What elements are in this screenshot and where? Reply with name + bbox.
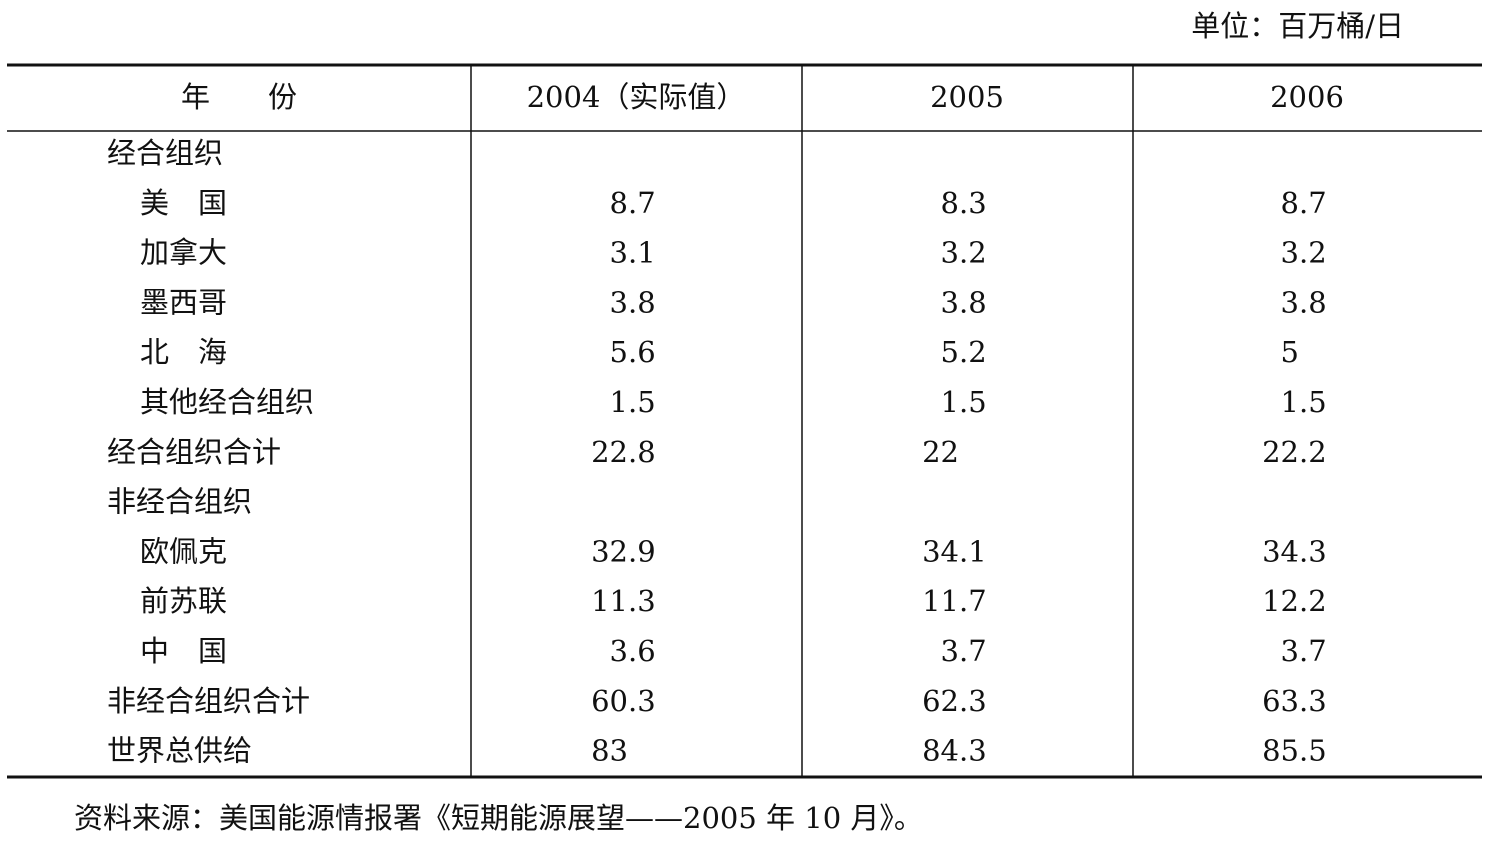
- section-title: 非经合组织: [107, 485, 252, 519]
- row-label: 其他经合组织: [140, 385, 314, 419]
- header-cell: 年 份: [181, 80, 297, 114]
- value-cell: 12.2: [1262, 584, 1327, 618]
- value-cell: 3.2: [1281, 236, 1327, 270]
- row-label: 墨西哥: [140, 285, 227, 319]
- value-cell: 3.1: [610, 236, 656, 270]
- value-cell: 83: [591, 734, 628, 768]
- value-cell: 3.6: [610, 634, 656, 668]
- value-cell: 5.2: [941, 335, 987, 369]
- source-note: 资料来源：美国能源情报署《短期能源展望——2005 年 10 月》。: [74, 801, 923, 835]
- value-cell: 22.8: [591, 435, 656, 469]
- section-title: 经合组织: [107, 136, 223, 170]
- row-label: 北 海: [140, 335, 227, 369]
- value-cell: 84.3: [922, 734, 987, 768]
- value-cell: 3.7: [1281, 634, 1327, 668]
- value-cell: 3.7: [941, 634, 987, 668]
- row-label: 美 国: [140, 186, 227, 220]
- value-cell: 22: [922, 435, 959, 469]
- value-cell: 62.3: [922, 684, 987, 718]
- value-cell: 34.3: [1262, 534, 1327, 568]
- row-label: 欧佩克: [140, 534, 227, 568]
- value-cell: 3.8: [941, 285, 987, 319]
- total-label: 经合组织合计: [107, 435, 281, 469]
- unit-note: 单位：百万桶/日: [1191, 9, 1404, 43]
- value-cell: 34.1: [922, 534, 987, 568]
- row-label: 加拿大: [140, 236, 227, 270]
- value-cell: 32.9: [591, 534, 656, 568]
- value-cell: 3.8: [1281, 285, 1327, 319]
- value-cell: 8.7: [1281, 186, 1327, 220]
- value-cell: 63.3: [1262, 684, 1327, 718]
- value-cell: 11.7: [922, 584, 987, 618]
- value-cell: 60.3: [591, 684, 656, 718]
- value-cell: 3.2: [941, 236, 987, 270]
- value-cell: 1.5: [941, 385, 987, 419]
- value-cell: 8.7: [610, 186, 656, 220]
- header-cell: 2006: [1270, 80, 1344, 114]
- value-cell: 5.6: [610, 335, 656, 369]
- value-cell: 3.8: [610, 285, 656, 319]
- value-cell: 22.2: [1262, 435, 1327, 469]
- total-label: 非经合组织合计: [107, 684, 310, 718]
- value-cell: 5: [1281, 335, 1299, 369]
- value-cell: 11.3: [591, 584, 656, 618]
- header-cell: 2005: [930, 80, 1004, 114]
- value-cell: 1.5: [1281, 385, 1327, 419]
- value-cell: 1.5: [610, 385, 656, 419]
- grand-total-label: 世界总供给: [107, 734, 252, 768]
- row-label: 中 国: [140, 634, 227, 668]
- header-cell: 2004（实际值）: [527, 80, 746, 114]
- row-label: 前苏联: [140, 584, 227, 618]
- value-cell: 8.3: [941, 186, 987, 220]
- value-cell: 85.5: [1262, 734, 1327, 768]
